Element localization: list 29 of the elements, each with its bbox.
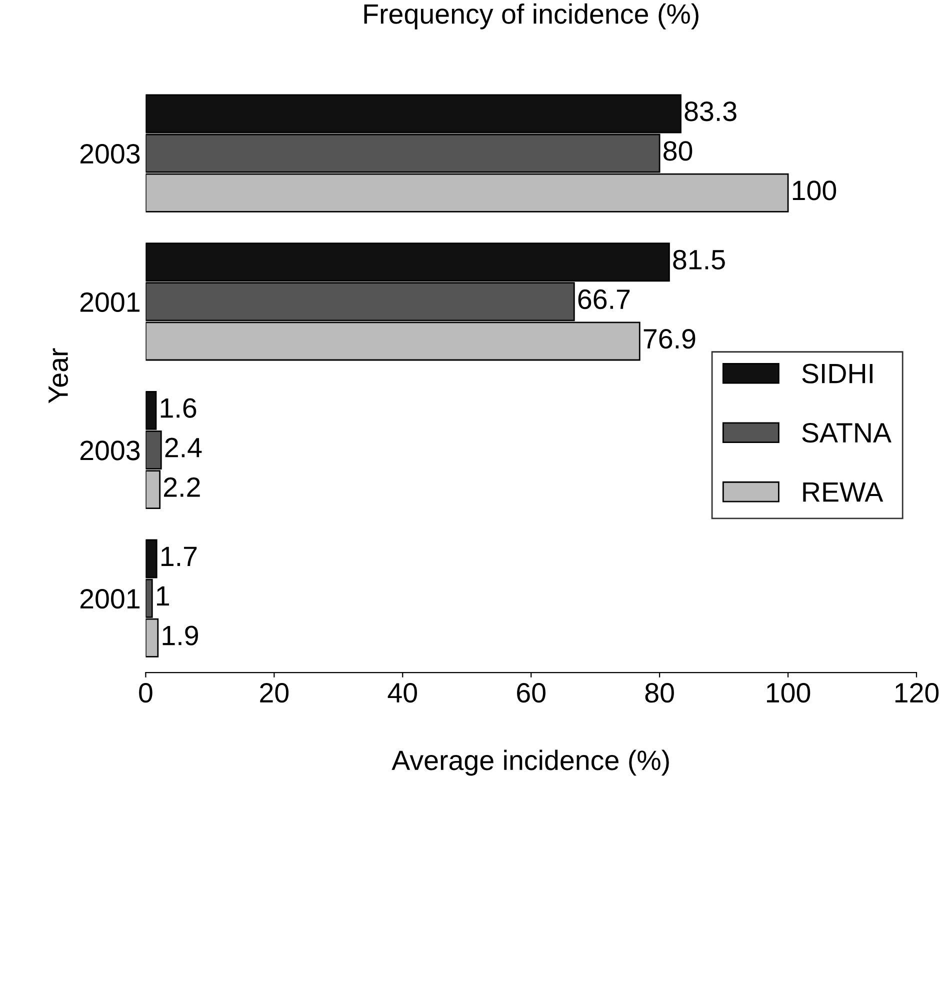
data-label: 76.9 [644, 328, 696, 349]
data-label: 1.7 [162, 546, 197, 566]
legend-label: SATNA [802, 422, 892, 443]
data-label: 2.4 [165, 438, 202, 458]
x-tick-label: 80 [645, 682, 674, 703]
data-label: 1 [157, 586, 169, 606]
data-label: 80 [664, 141, 692, 161]
x-tick-label: 40 [388, 682, 417, 703]
y-axis-title: Year [48, 348, 68, 404]
data-label: 1.9 [162, 626, 198, 646]
data-label: 2.2 [164, 477, 200, 497]
y-tick-label: 2003 [80, 144, 140, 164]
legend-label: SIDHI [802, 364, 872, 384]
data-label: 81.5 [673, 250, 725, 270]
y-tick-label: 2001 [80, 292, 140, 312]
x-tick-label: 60 [517, 682, 546, 703]
y-tick-label: 2003 [80, 440, 140, 460]
data-label: 1.6 [160, 398, 196, 418]
x-tick-label: 100 [766, 682, 810, 703]
data-label: 100 [792, 180, 836, 200]
x-tick-label: 120 [895, 682, 939, 703]
data-label: 66.7 [578, 289, 630, 310]
x-axis-title: Average incidence (%) [392, 750, 669, 776]
x-tick-label: 0 [139, 682, 152, 703]
data-label: 83.3 [684, 102, 736, 122]
chart-title: Frequency of incidence (%) [364, 3, 698, 30]
x-tick-label: 20 [260, 682, 289, 703]
legend-label: REWA [803, 482, 884, 502]
y-tick-label: 2001 [80, 589, 140, 609]
